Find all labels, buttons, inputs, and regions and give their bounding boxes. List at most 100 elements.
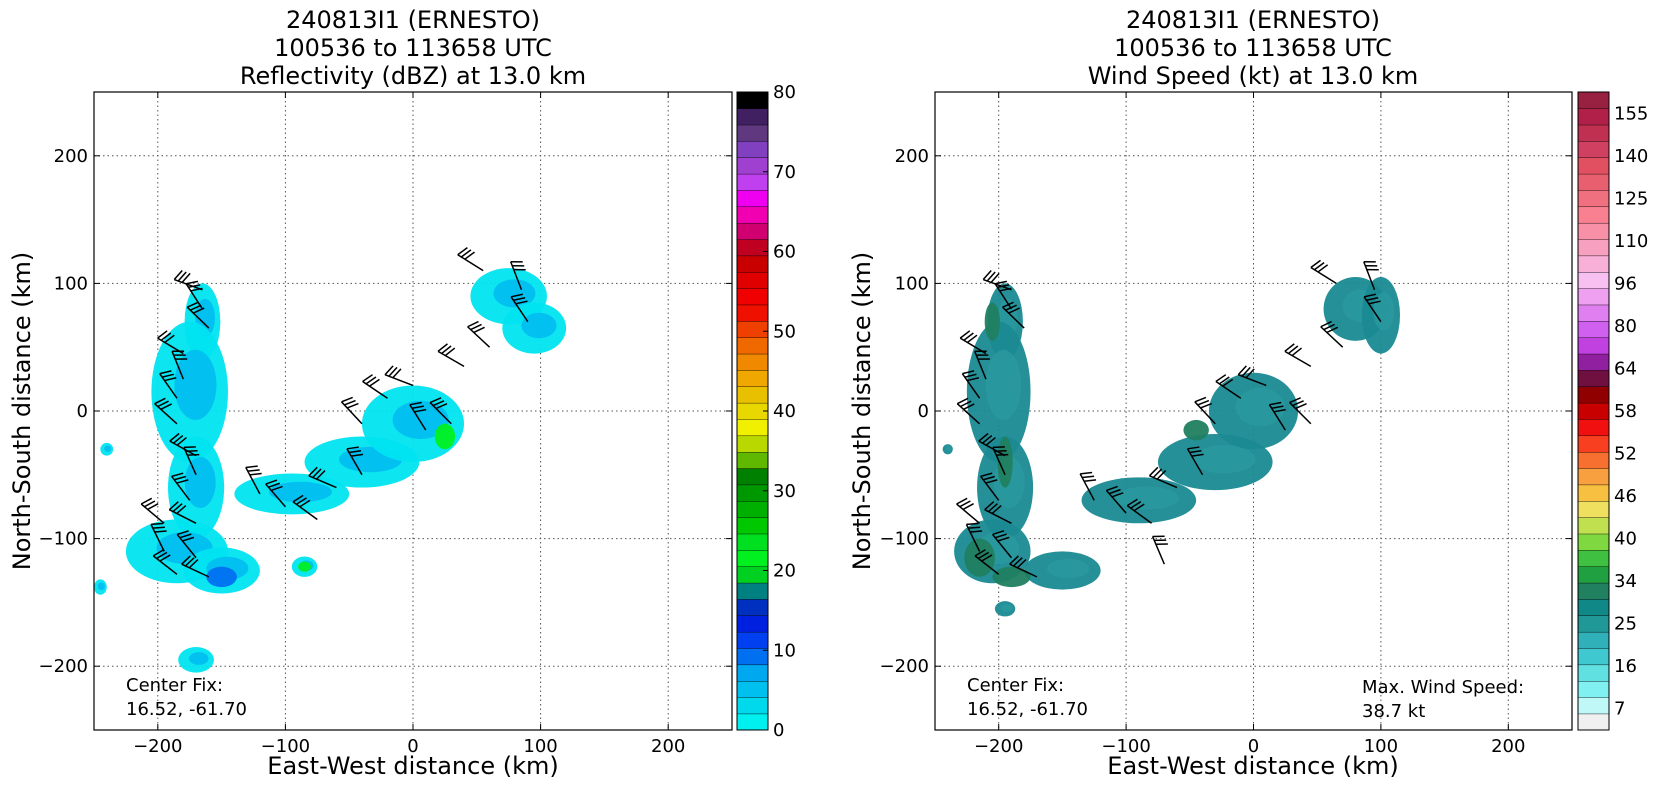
wind-colorbar-segment-33 xyxy=(1577,173,1610,191)
reflectivity-colorbar-label-5: 50 xyxy=(773,321,796,342)
reflectivity-colorbar-segment-11 xyxy=(736,533,769,551)
reflectivity-colorbar-segment-31 xyxy=(736,206,769,224)
wind-wind-barb-2 xyxy=(1002,301,1025,329)
reflectivity-wind-barb-9 xyxy=(171,472,191,501)
wind-colorbar-segment-9 xyxy=(1577,566,1610,584)
wind-colorbar-segment-24 xyxy=(1577,320,1610,338)
wind-colorbar-segment-34 xyxy=(1577,157,1610,175)
reflectivity-grid xyxy=(94,92,732,730)
wind-wind-barb-9 xyxy=(980,472,1000,501)
reflectivity-wind-barb-25 xyxy=(429,397,452,425)
wind-wind-barb-29 xyxy=(1320,320,1344,348)
wind-colorbar-segment-28 xyxy=(1577,255,1610,273)
wind-colorbar-segment-26 xyxy=(1577,288,1610,306)
wind-colorbar-label-14: 155 xyxy=(1614,103,1648,124)
reflectivity-colorbar-segment-35 xyxy=(736,140,769,158)
reflectivity-wind-barb-4 xyxy=(171,350,188,380)
reflectivity-echo-inner-13 xyxy=(97,582,105,591)
reflectivity-echoes xyxy=(94,268,567,673)
wind-colorbar-segment-3 xyxy=(1577,664,1610,682)
wind-colorbar-segment-23 xyxy=(1577,337,1610,355)
wind-wind-barb-6 xyxy=(956,397,981,425)
reflectivity-xtick-label-0: −200 xyxy=(133,736,182,757)
reflectivity-wind-barb-5 xyxy=(159,370,178,399)
reflectivity-echo-inner-10 xyxy=(188,652,209,665)
wind-wind-barb-13 xyxy=(991,530,1013,559)
reflectivity-wind-barb-11 xyxy=(168,501,197,524)
wind-colorbar-label-3: 34 xyxy=(1614,571,1637,592)
reflectivity-wind-barb-22 xyxy=(362,374,388,399)
reflectivity-colorbar-label-6: 60 xyxy=(773,242,796,263)
wind-y-axis-label: North-South distance (km) xyxy=(848,252,876,571)
reflectivity-center-fix-value: 16.52, -61.70 xyxy=(126,699,247,720)
reflectivity-colorbar-segment-24 xyxy=(736,320,769,338)
reflectivity-center-fix-label: Center Fix: xyxy=(126,675,223,696)
wind-colorbar-segment-20 xyxy=(1577,386,1610,404)
wind-echo-inner-1 xyxy=(985,349,1021,420)
wind-wind-barb-12 xyxy=(965,522,983,552)
reflectivity-colorbar-label-7: 70 xyxy=(773,162,796,183)
reflectivity-wind-barbs xyxy=(140,247,529,578)
reflectivity-wind-barb-15 xyxy=(181,555,210,578)
wind-colorbar-segment-17 xyxy=(1577,435,1610,453)
reflectivity-title-line-3: Reflectivity (dBZ) at 13.0 km xyxy=(240,62,586,90)
reflectivity-panel: 240813I1 (ERNESTO) 100536 to 113658 UTC … xyxy=(8,6,796,780)
reflectivity-colorbar-segment-32 xyxy=(736,189,769,208)
wind-colorbar-label-5: 46 xyxy=(1614,486,1637,507)
wind-colorbar-label-4: 40 xyxy=(1614,529,1637,550)
reflectivity-colorbar-segment-0 xyxy=(736,713,769,731)
reflectivity-echo-inner-12 xyxy=(104,445,112,452)
wind-colorbar-segment-4 xyxy=(1577,648,1610,666)
reflectivity-wind-barb-8 xyxy=(183,446,200,476)
wind-core-region-1 xyxy=(992,566,1031,588)
wind-colorbar-label-10: 96 xyxy=(1614,273,1637,294)
wind-echo-inner-10 xyxy=(1000,604,1013,612)
wind-colorbar-segment-5 xyxy=(1577,631,1610,649)
wind-wind-barb-25 xyxy=(1289,397,1312,425)
wind-colorbar-label-7: 58 xyxy=(1614,401,1637,422)
wind-wind-barb-26 xyxy=(1310,259,1337,285)
reflectivity-xtick-label-1: −100 xyxy=(261,736,310,757)
reflectivity-wind-barb-19 xyxy=(308,466,337,489)
reflectivity-colorbar-segment-10 xyxy=(736,549,769,567)
reflectivity-colorbar-segment-8 xyxy=(736,582,769,600)
wind-colorbar-segment-25 xyxy=(1577,304,1610,322)
wind-colorbar-segment-13 xyxy=(1577,500,1610,518)
wind-xtick-label-4: 200 xyxy=(1491,736,1525,757)
reflectivity-wind-barb-6 xyxy=(154,397,178,425)
wind-colorbar-segment-38 xyxy=(1577,91,1610,109)
wind-wind-barb-4 xyxy=(974,350,990,380)
wind-axis-ticks: −200 −100 0 100 200 −200 −100 0 100 200 xyxy=(880,92,1572,757)
reflectivity-colorbar-label-3: 30 xyxy=(773,481,796,502)
reflectivity-wind-barb-16 xyxy=(245,465,262,495)
wind-echoes xyxy=(942,277,1401,617)
wind-wind-barb-14 xyxy=(974,549,1000,575)
wind-colorbar-segment-32 xyxy=(1577,189,1610,208)
wind-colorbar-segment-2 xyxy=(1577,680,1610,698)
wind-colorbar-label-12: 125 xyxy=(1614,188,1648,209)
reflectivity-wind-barb-12 xyxy=(150,522,167,552)
wind-colorbar-segment-15 xyxy=(1577,468,1610,486)
wind-colorbar-segment-35 xyxy=(1577,140,1610,158)
wind-grid xyxy=(935,92,1572,730)
wind-speed-panel: 240813I1 (ERNESTO) 100536 to 113658 UTC … xyxy=(848,6,1648,780)
reflectivity-wind-barb-28 xyxy=(510,293,529,323)
reflectivity-colorbar-segment-38 xyxy=(736,91,769,109)
reflectivity-y-axis-label: North-South distance (km) xyxy=(8,252,36,571)
wind-colorbar-segment-10 xyxy=(1577,549,1610,567)
wind-echo-inner-7 xyxy=(1235,388,1285,427)
reflectivity-wind-barb-1 xyxy=(185,280,204,310)
reflectivity-colorbar-ticks: 0 10 20 30 40 50 60 70 80 xyxy=(763,82,796,741)
wind-wind-barb-5 xyxy=(961,370,981,399)
wind-colorbar-ticks: 7 16 25 34 40 46 52 58 64 80 96 110 125 140 155 xyxy=(1614,103,1648,719)
reflectivity-colorbar-segment-9 xyxy=(736,566,769,584)
wind-xtick-label-2: 0 xyxy=(1248,736,1259,757)
reflectivity-echo-inner-1 xyxy=(174,349,217,420)
reflectivity-colorbar-segment-21 xyxy=(736,369,769,387)
reflectivity-wind-barb-2 xyxy=(186,301,210,329)
wind-ytick-label-0: −200 xyxy=(880,656,929,677)
reflectivity-colorbar-segment-1 xyxy=(736,697,769,715)
wind-wind-barb-23 xyxy=(1237,365,1267,387)
reflectivity-colorbar-segment-22 xyxy=(736,353,769,371)
reflectivity-ytick-label-3: 100 xyxy=(54,273,88,294)
